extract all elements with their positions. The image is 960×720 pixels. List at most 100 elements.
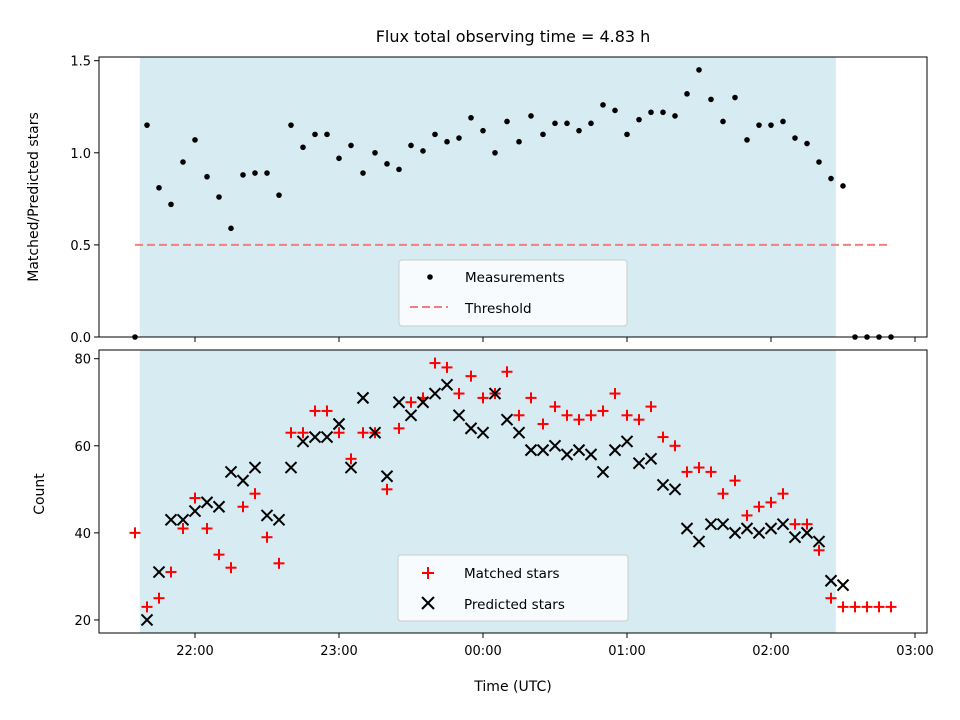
measurement-point [576, 127, 582, 134]
predicted-star-point [704, 517, 718, 531]
predicted-star-point [632, 456, 646, 470]
predicted-star-point [548, 439, 562, 452]
y-tick-label: 0.0 [70, 331, 91, 346]
measurement-point [468, 114, 474, 121]
matched-star-point [873, 601, 885, 613]
predicted-star-point [572, 443, 586, 457]
predicted-star-point [404, 409, 418, 422]
predicted-star-point [524, 443, 538, 457]
matched-star-point [813, 544, 825, 556]
matched-star-point [693, 462, 705, 474]
matched-star-point [549, 401, 561, 413]
matched-star-point [717, 488, 729, 500]
measurement-point [420, 148, 426, 154]
measurement-point [828, 175, 834, 182]
predicted-star-point [488, 387, 502, 400]
measurement-point [816, 159, 822, 165]
measurement-point [360, 170, 366, 176]
predicted-star-point [176, 513, 190, 527]
predicted-star-point [332, 417, 346, 431]
predicted-star-point [464, 422, 478, 435]
predicted-star-point [644, 452, 658, 466]
x-tick-label: 00:00 [464, 644, 501, 659]
measurement-point [588, 120, 594, 127]
predicted-star-point [716, 517, 730, 531]
x-tick-label: 01:00 [608, 644, 645, 659]
predicted-star-point [308, 430, 322, 444]
matched-star-point [285, 427, 297, 439]
predicted-star-point [152, 565, 166, 579]
matched-star-point [657, 431, 669, 443]
measurement-point [300, 144, 306, 151]
matched-star-point [213, 549, 225, 561]
matched-star-point [729, 475, 741, 487]
measurement-point [744, 137, 750, 143]
matched-star-point [309, 405, 321, 417]
y-tick-label: 20 [74, 614, 91, 629]
matched-star-point [201, 523, 213, 535]
bottom-x-ticks: 22:00 23:00 00:00 01:00 02:00 03:00 [176, 633, 934, 659]
measurement-point [804, 140, 810, 147]
matched-star-point [741, 509, 753, 521]
measurement-point [228, 225, 234, 232]
matched-star-point [189, 492, 201, 504]
measurement-point [732, 94, 738, 101]
measurement-point [288, 122, 294, 128]
matched-star-point [441, 361, 453, 373]
measurement-point [444, 138, 450, 145]
matched-star-point [669, 440, 681, 452]
predicted-star-point [608, 443, 622, 457]
matched-star-point [645, 401, 657, 413]
top-marks [132, 67, 894, 340]
predicted-star-point [500, 413, 514, 426]
measurement-point [456, 135, 462, 141]
matched-star-point [177, 523, 189, 535]
top-axes-frame [98, 56, 928, 338]
matched-star-point [537, 418, 549, 430]
matched-star-point [777, 488, 789, 500]
predicted-star-point [764, 522, 778, 535]
measurement-point [312, 131, 318, 138]
predicted-star-point [668, 483, 682, 496]
matched-star-point [237, 501, 249, 513]
measurement-point [216, 194, 222, 200]
predicted-star-point [788, 531, 802, 544]
predicted-star-point [836, 578, 850, 592]
matched-star-point [513, 409, 525, 421]
matched-star-point [249, 488, 261, 500]
bottom-marks [129, 357, 897, 627]
predicted-star-point [368, 426, 382, 439]
predicted-star-point [200, 496, 214, 509]
predicted-star-point [800, 526, 814, 540]
y-tick-label: 1.0 [70, 147, 91, 162]
matched-star-point [393, 422, 405, 434]
y-tick-label: 40 [74, 527, 91, 542]
matched-star-point [501, 366, 513, 378]
measurement-point [756, 122, 762, 128]
predicted-star-point [296, 435, 310, 448]
matched-star-point [477, 392, 489, 404]
matched-star-point [153, 592, 165, 604]
predicted-star-point [428, 387, 442, 400]
predicted-star-point [260, 509, 274, 522]
measurement-point [492, 149, 498, 156]
matched-star-point [165, 566, 177, 578]
matched-star-point [129, 527, 141, 539]
matched-star-point [621, 409, 633, 421]
measurement-point [672, 113, 678, 119]
bottom-axes-frame [98, 349, 928, 634]
matched-star-point [381, 483, 393, 495]
y-tick-label: 60 [74, 440, 91, 455]
measurement-point [240, 172, 246, 178]
matched-star-point [357, 427, 369, 439]
y-tick-label: 1.5 [70, 55, 91, 70]
top-legend-box [398, 259, 628, 327]
measurement-point [708, 96, 714, 103]
matched-star-point [429, 357, 441, 369]
matched-star-point [261, 531, 273, 543]
measurement-point [684, 91, 690, 97]
predicted-star-point [356, 391, 370, 405]
legend-threshold-label: Threshold [464, 301, 532, 317]
measurement-point [168, 201, 174, 208]
